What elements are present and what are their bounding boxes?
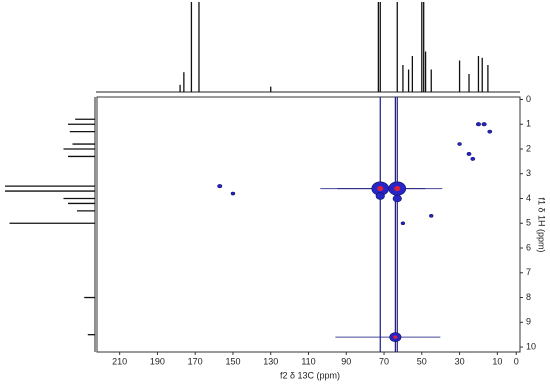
cross-peak (487, 129, 493, 134)
cross-peak (470, 156, 476, 161)
x-tick-label: 0 (514, 356, 519, 366)
x-tick-label: 190 (150, 356, 165, 366)
y-axis-label: f1 δ 1H (ppm) (537, 197, 547, 252)
y-tick-label: 7 (526, 267, 531, 277)
x-tick-label: 10 (492, 356, 502, 366)
cross-peak (230, 191, 236, 196)
y-tick-label: 0 (526, 94, 531, 104)
cross-peak (466, 151, 472, 156)
cross-peak (481, 122, 487, 127)
cross-peak (217, 184, 223, 189)
y-tick-label: 5 (526, 218, 531, 228)
plot-frame (96, 96, 521, 353)
y-tick-label: 1 (526, 119, 531, 129)
y-tick-label: 2 (526, 143, 531, 153)
y-tick-label: 9 (526, 317, 531, 327)
y-tick-label: 6 (526, 242, 531, 252)
cross-peak (392, 194, 402, 203)
x-tick-label: 130 (263, 356, 278, 366)
cross-peak (457, 142, 462, 146)
peak-core (394, 186, 401, 192)
cross-peak (475, 122, 481, 127)
x-tick-label: 170 (188, 356, 203, 366)
x-tick-label: 150 (225, 356, 240, 366)
y-tick-label: 8 (526, 292, 531, 302)
y-tick-label: 10 (526, 341, 536, 351)
peak-core (377, 186, 384, 192)
x-tick-label: 70 (379, 356, 389, 366)
peak-core (393, 335, 398, 339)
x-tick-label: 210 (112, 356, 127, 366)
x-axis-label: f2 δ 13C (ppm) (280, 370, 340, 380)
x-tick-label: 50 (417, 356, 427, 366)
y-tick-label: 3 (526, 168, 531, 178)
x-tick-label: 30 (455, 356, 465, 366)
cross-peak (375, 192, 385, 200)
cross-peak (400, 221, 406, 226)
x-tick-label: 110 (301, 356, 315, 366)
cross-peak (429, 214, 434, 218)
x-tick-label: 90 (341, 356, 351, 366)
y-tick-label: 4 (526, 193, 531, 203)
